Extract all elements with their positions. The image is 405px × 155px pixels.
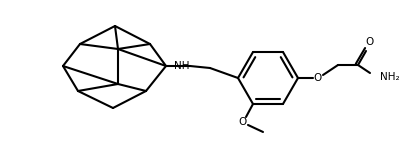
Text: O: O: [238, 117, 247, 127]
Text: O: O: [313, 73, 321, 83]
Text: NH₂: NH₂: [379, 72, 399, 82]
Text: O: O: [365, 37, 373, 47]
Text: NH: NH: [174, 61, 189, 71]
